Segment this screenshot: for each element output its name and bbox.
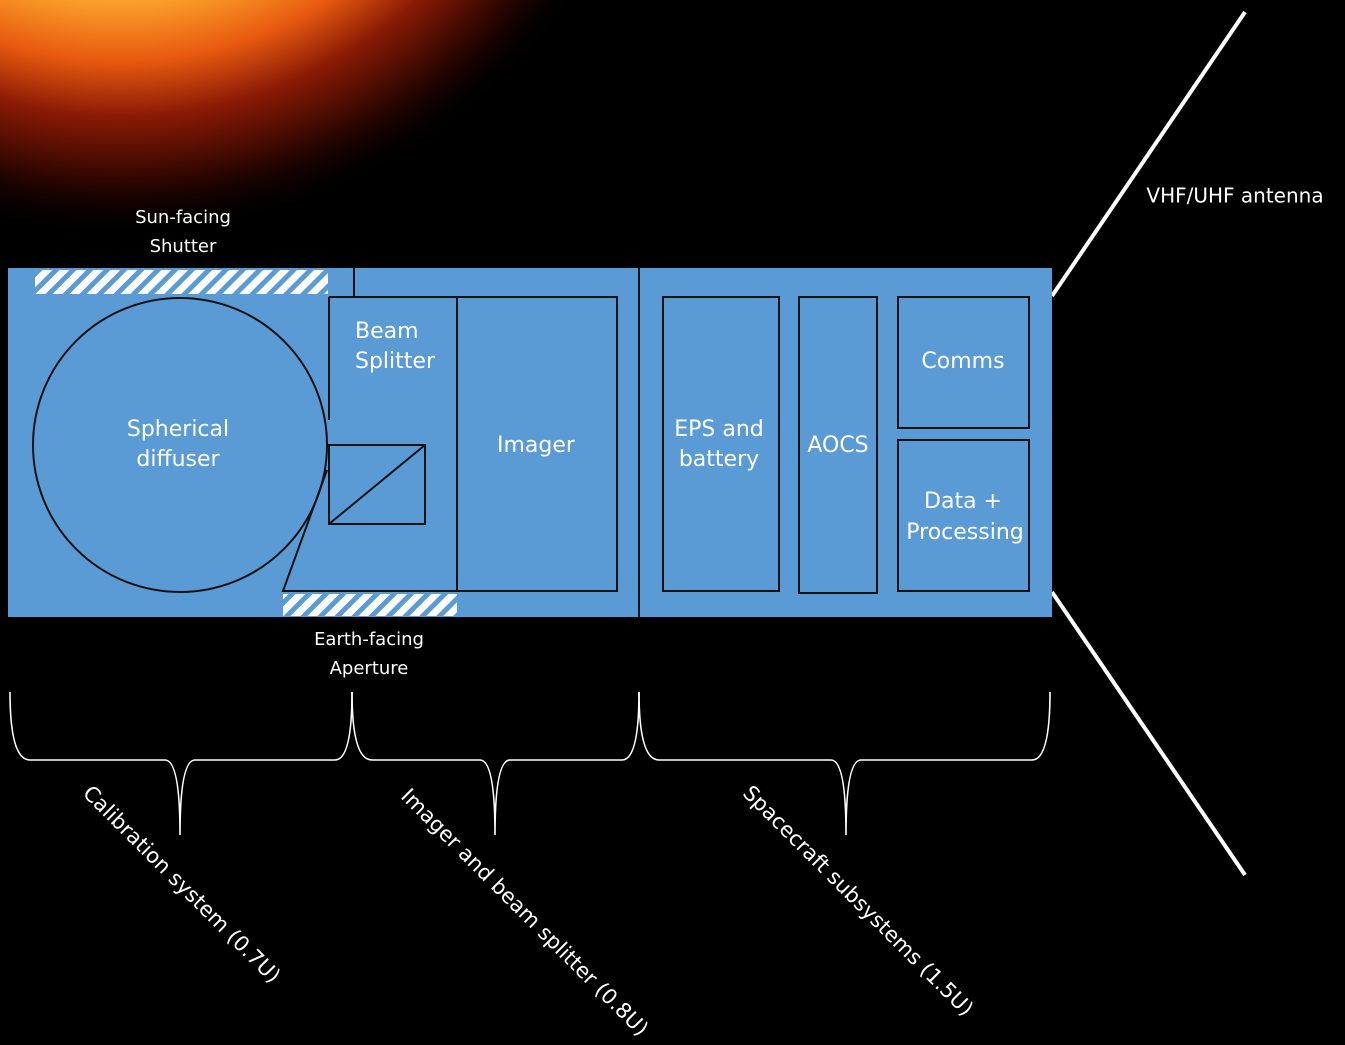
eps-label: EPS and: [674, 417, 764, 442]
diffuser-label: Spherical: [127, 417, 229, 442]
beam-splitter-label: Beam: [355, 319, 419, 344]
prism: [328, 444, 426, 525]
imager-label: Imager: [497, 433, 576, 458]
shutter-label: Shutter: [150, 236, 217, 257]
prism-diagonal: [328, 444, 426, 525]
data-label: Data +: [924, 489, 1002, 514]
brace: [351, 691, 640, 836]
comms: [897, 296, 1030, 429]
aperture-label: Earth-facing: [314, 629, 424, 650]
antenna: [1050, 590, 1247, 877]
aperture: [283, 594, 457, 616]
aperture-label: Aperture: [330, 658, 409, 679]
imager: [456, 296, 618, 592]
beam-splitter-label: Splitter: [355, 349, 436, 374]
eps-label: battery: [679, 447, 759, 472]
diffuser: [32, 297, 328, 593]
antenna-label: VHF/UHF antenna: [1146, 184, 1323, 208]
comms-label: Comms: [921, 349, 1004, 374]
aocs-label: AOCS: [807, 433, 868, 458]
shutter-label: Sun-facing: [135, 207, 231, 228]
diffuser-label: diffuser: [136, 447, 220, 472]
data-label: Processing: [906, 520, 1023, 545]
brace: [9, 691, 353, 836]
aocs: [798, 296, 878, 594]
shutter: [35, 270, 328, 294]
sun: [0, 0, 760, 260]
eps: [662, 296, 780, 592]
data-processing: [897, 439, 1030, 592]
brace: [638, 691, 1051, 836]
antenna: [1050, 10, 1247, 298]
